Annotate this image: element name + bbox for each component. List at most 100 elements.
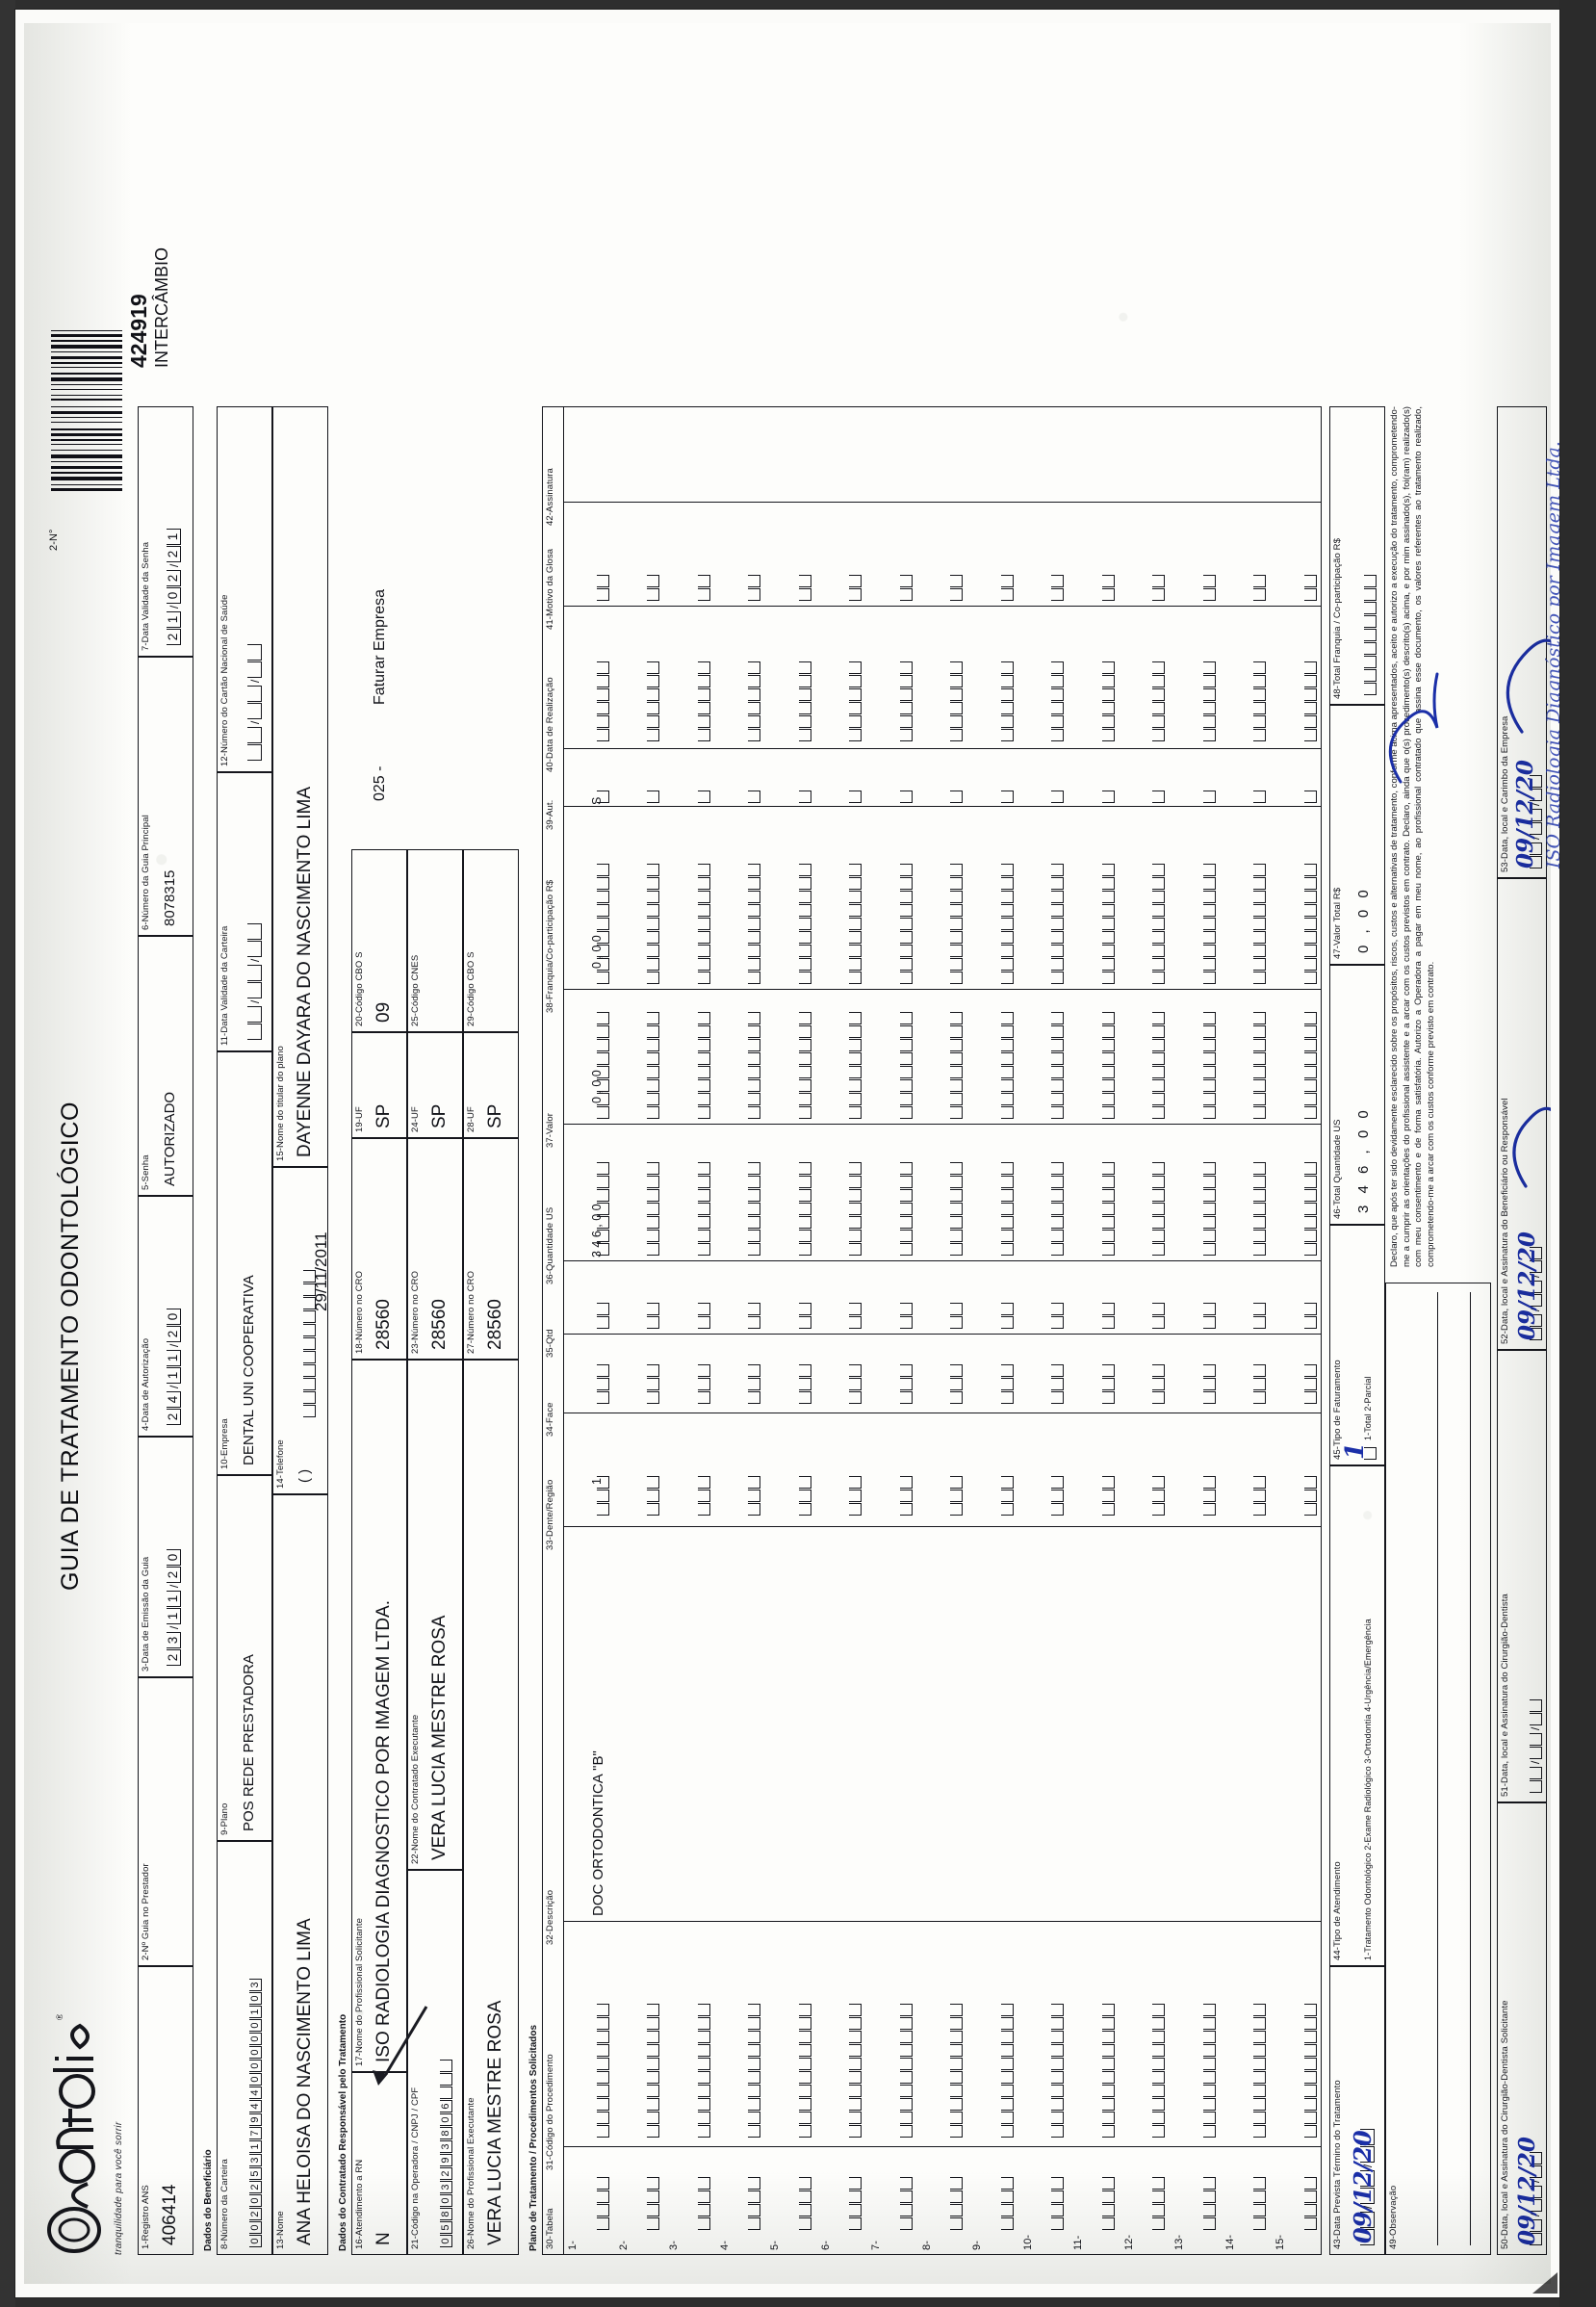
cell-aut[interactable] [694, 790, 710, 803]
comb-cell[interactable] [697, 1039, 710, 1051]
cell-valor[interactable] [795, 1011, 811, 1119]
comb-cell[interactable] [1000, 1066, 1014, 1078]
cell-face[interactable] [896, 1363, 913, 1404]
cell-tabela[interactable] [845, 2176, 862, 2230]
cell-aut[interactable] [997, 790, 1014, 803]
comb-cell[interactable] [1051, 864, 1065, 876]
comb-cell[interactable] [950, 904, 964, 917]
comb-cell[interactable] [647, 729, 660, 741]
comb-cell[interactable] [950, 791, 964, 803]
comb-cell[interactable] [1051, 2058, 1065, 2070]
comb-cell[interactable] [697, 1176, 710, 1188]
comb-cell[interactable] [1000, 1476, 1014, 1489]
comb-cell[interactable] [1000, 2204, 1014, 2216]
comb-cell[interactable] [647, 1364, 660, 1377]
comb-cell[interactable] [849, 1189, 862, 1202]
comb-cell[interactable] [1101, 1162, 1115, 1175]
comb-cell[interactable] [1253, 661, 1267, 674]
comb-cell[interactable] [748, 702, 761, 714]
cell-qtd[interactable] [1047, 1302, 1065, 1329]
comb-cell[interactable] [1051, 1316, 1065, 1329]
comb-cell[interactable] [899, 2112, 913, 2124]
comb-cell[interactable] [950, 1052, 964, 1065]
comb-cell[interactable] [950, 2071, 964, 2084]
field-validade-senha-comb[interactable]: 2 1/0 2/2 1 [165, 528, 181, 645]
cell-dente[interactable] [997, 1475, 1014, 1516]
comb-cell[interactable] [1101, 675, 1115, 687]
comb-cell[interactable] [647, 1176, 660, 1188]
comb-cell[interactable]: 0 [166, 587, 181, 604]
comb-cell[interactable] [1051, 1203, 1065, 1215]
comb-cell[interactable] [1152, 1079, 1166, 1092]
comb-cell[interactable] [697, 864, 710, 876]
comb-cell[interactable] [950, 588, 964, 601]
comb-cell[interactable] [1202, 1093, 1216, 1105]
comb-cell[interactable] [1000, 688, 1014, 701]
comb-cell[interactable] [1253, 1012, 1267, 1024]
comb-cell[interactable] [697, 575, 710, 587]
comb-cell[interactable] [849, 1106, 862, 1119]
comb-cell[interactable] [748, 1162, 761, 1175]
comb-cell[interactable] [1101, 1378, 1115, 1390]
comb-cell[interactable] [748, 1216, 761, 1229]
cell-aut[interactable] [946, 790, 964, 803]
comb-cell[interactable] [440, 2073, 452, 2086]
comb-cell[interactable] [1304, 2031, 1317, 2043]
comb-cell[interactable] [1101, 1391, 1115, 1404]
comb-cell[interactable] [899, 1176, 913, 1188]
comb-cell[interactable] [798, 575, 811, 587]
comb-cell[interactable] [899, 931, 913, 944]
comb-cell[interactable] [798, 715, 811, 728]
comb-cell[interactable] [950, 1490, 964, 1502]
cell-aut[interactable] [1047, 790, 1065, 803]
cell-data-realizacao[interactable] [845, 661, 862, 741]
comb-cell[interactable] [1530, 1767, 1542, 1779]
comb-cell[interactable] [1202, 864, 1216, 876]
comb-cell[interactable] [1101, 864, 1115, 876]
comb-cell[interactable] [440, 2087, 452, 2099]
cell-valor[interactable] [946, 1011, 964, 1119]
comb-cell[interactable] [1000, 1243, 1014, 1256]
comb-cell[interactable] [1202, 715, 1216, 728]
comb-cell[interactable] [697, 1106, 710, 1119]
cell-face[interactable] [1249, 1363, 1267, 1404]
cell-codigo[interactable] [694, 2003, 710, 2138]
comb-cell[interactable] [697, 1391, 710, 1404]
comb-cell[interactable] [1253, 715, 1267, 728]
comb-cell[interactable] [1364, 683, 1377, 695]
cell-qtd[interactable] [845, 1302, 862, 1329]
comb-cell[interactable] [1202, 661, 1216, 674]
comb-cell[interactable] [1304, 2204, 1317, 2216]
comb-cell[interactable] [1101, 661, 1115, 674]
comb-cell[interactable] [1304, 2044, 1317, 2057]
comb-cell[interactable] [950, 864, 964, 876]
comb-cell[interactable]: 1 [166, 1608, 181, 1624]
comb-cell[interactable] [596, 1316, 609, 1329]
comb-cell[interactable]: 5 [249, 2167, 262, 2180]
comb-cell[interactable] [697, 1378, 710, 1390]
comb-cell[interactable] [798, 2085, 811, 2097]
comb-cell[interactable] [748, 1025, 761, 1038]
comb-cell[interactable] [748, 715, 761, 728]
comb-cell[interactable] [596, 588, 609, 601]
cell-franquia[interactable] [1199, 863, 1216, 984]
comb-cell[interactable] [748, 2031, 761, 2043]
comb-cell[interactable] [798, 1079, 811, 1092]
comb-cell[interactable] [950, 1162, 964, 1175]
cell-qtd-us[interactable] [845, 1161, 862, 1256]
comb-cell[interactable] [1202, 1490, 1216, 1502]
comb-cell[interactable] [1304, 1216, 1317, 1229]
comb-cell[interactable]: 8 [440, 2127, 452, 2139]
comb-cell[interactable] [1304, 1012, 1317, 1024]
comb-cell[interactable] [849, 891, 862, 903]
comb-cell[interactable] [1304, 1243, 1317, 1256]
cell-face[interactable] [593, 1363, 609, 1404]
cell-tabela[interactable] [997, 2176, 1014, 2230]
comb-cell[interactable] [1101, 1176, 1115, 1188]
cell-franquia[interactable] [694, 863, 710, 984]
comb-cell[interactable] [798, 1106, 811, 1119]
comb-cell[interactable] [1000, 1176, 1014, 1188]
cell-face[interactable] [946, 1363, 964, 1404]
comb-cell[interactable] [1253, 1093, 1267, 1105]
comb-cell[interactable] [697, 2085, 710, 2097]
